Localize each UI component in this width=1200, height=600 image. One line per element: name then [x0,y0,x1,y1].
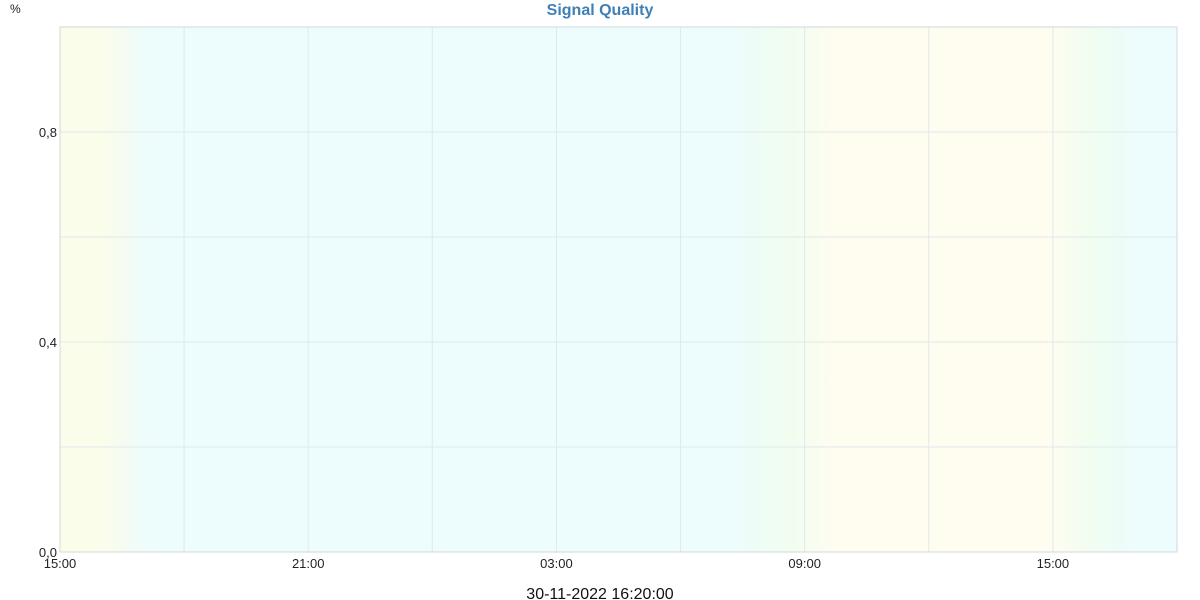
x-tick-label: 15:00 [44,556,77,571]
timestamp-label: 30-11-2022 16:20:00 [526,586,673,600]
x-tick-label: 03:00 [540,556,573,571]
x-axis-ticks: 15:00 21:00 03:00 09:00 15:00 [44,556,1069,571]
y-axis-ticks: 0,0 0,4 0,8 [39,125,57,560]
x-tick-label: 21:00 [292,556,325,571]
chart-title: Signal Quality [547,2,654,19]
y-axis-unit-label: % [10,2,21,16]
x-tick-label: 15:00 [1037,556,1070,571]
y-tick-label: 0,8 [39,125,57,140]
plot-frame [59,26,1178,553]
plot-background [60,27,1177,552]
x-tick-label: 09:00 [788,556,821,571]
y-tick-label: 0,0 [39,545,57,560]
background-bands [60,27,1177,552]
grid-lines [59,26,1178,553]
y-tick-label: 0,4 [39,335,57,350]
